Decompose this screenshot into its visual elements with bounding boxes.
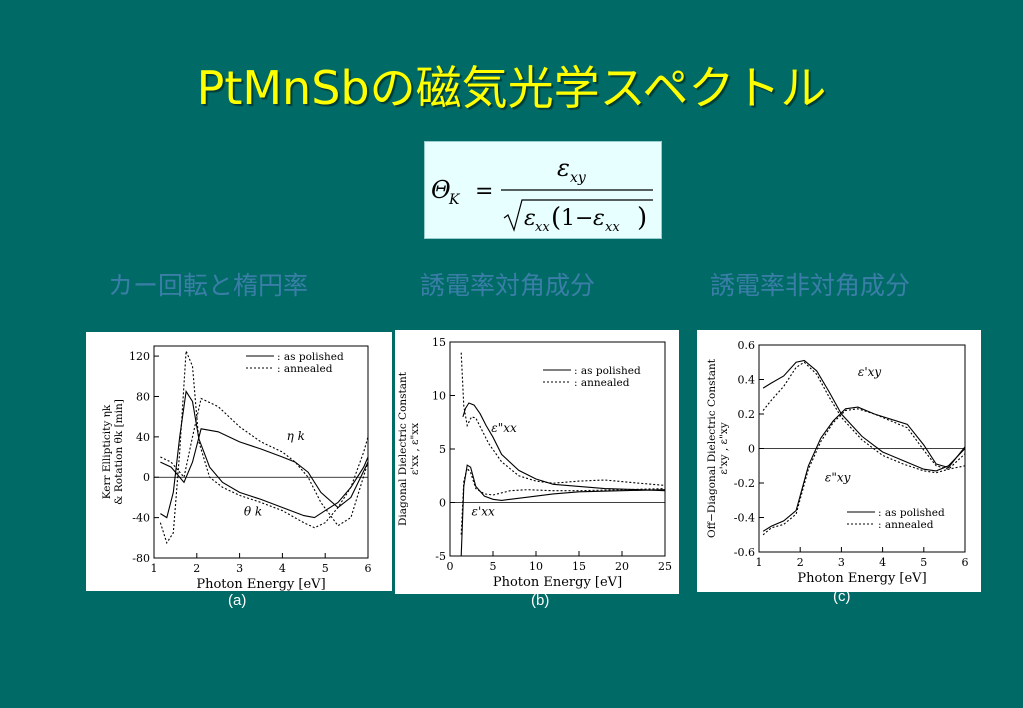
- subtitle-diagonal: 誘電率対角成分: [420, 271, 596, 300]
- formula-den-b-sub: xx: [605, 220, 620, 235]
- chart-panel-c: 1 2 3 4 5 6 0.6 0.4 0.2 0 -0.2 -0.4 -0.6 Photon Energ…: [697, 330, 981, 592]
- x-tick-label: 5: [920, 556, 927, 569]
- series-line: [160, 428, 369, 509]
- curve-annotation: ε"xy: [825, 470, 851, 484]
- y-tick-label: -40: [132, 512, 150, 525]
- legend-label: : annealed: [574, 377, 630, 389]
- chart-panel-a: 1 2 3 4 5 6 120 80 40 0 -40 -80 Photon Energy [eV] Ke…: [86, 332, 392, 591]
- x-tick-label: 20: [615, 560, 629, 573]
- y-tick-label: -5: [435, 550, 446, 563]
- y-tick-label: -80: [132, 552, 150, 565]
- kerr-formula: Θ K = ε xy ε xx ( 1 − ε xx ): [424, 141, 662, 239]
- y-tick-label: -0.2: [734, 477, 755, 490]
- y-axis-label-line2: ε'xy , ε"xy: [718, 422, 730, 474]
- formula-den-a: ε: [524, 206, 536, 231]
- x-axis-label: Photon Energy [eV]: [797, 571, 926, 586]
- y-axis-label-line1: Diagonal Dielectric Constant: [397, 371, 409, 526]
- series-line: [159, 350, 369, 545]
- legend-label: : as polished: [277, 351, 344, 363]
- y-tick-label: 0: [439, 497, 446, 510]
- legend-label: : annealed: [878, 519, 934, 531]
- x-tick-label: 6: [365, 562, 372, 575]
- x-axis-label: Photon Energy [eV]: [196, 577, 325, 591]
- formula-den-minus: −: [575, 206, 593, 231]
- subtitle-offdiagonal: 誘電率非対角成分: [710, 271, 911, 300]
- formula-den-b: ε: [593, 206, 605, 231]
- x-axis-label: Photon Energy [eV]: [493, 575, 622, 590]
- formula-svg: Θ K = ε xy ε xx ( 1 − ε xx ): [431, 154, 653, 235]
- x-tick-label: 1: [756, 556, 763, 569]
- formula-equals: =: [475, 179, 493, 204]
- series-line: [460, 464, 666, 557]
- x-tick-label: 25: [658, 560, 672, 573]
- panel-label-b: (b): [531, 592, 550, 609]
- panel-label-a: (a): [228, 592, 247, 609]
- y-tick-label: -0.4: [734, 512, 755, 525]
- y-axis-label-line2: ε'xx , ε"xx: [409, 423, 421, 475]
- x-tick-label: 15: [572, 560, 586, 573]
- legend-label: : annealed: [277, 363, 333, 375]
- x-tick-label: 3: [838, 556, 845, 569]
- x-tick-label: 0: [447, 560, 454, 573]
- chart-panel-b: 0 5 10 15 20 25 15 10 5 0 -5 Photon Energy [eV] Diag…: [395, 330, 679, 594]
- y-axis-label-line1: Kerr Ellipticity ηk: [101, 404, 113, 499]
- y-tick-label: 120: [129, 350, 150, 363]
- svg-text:): ): [637, 203, 647, 233]
- x-tick-label: 6: [962, 556, 969, 569]
- plot-frame: [153, 345, 369, 559]
- formula-den-a-sub: xx: [535, 220, 550, 235]
- svg-text:(: (: [551, 203, 561, 233]
- chart-offdiagonal: 1 2 3 4 5 6 0.6 0.4 0.2 0 -0.2 -0.4 -0.6 Photon Energ…: [706, 339, 969, 586]
- slide-title: PtMnSbの磁気光学スペクトル: [196, 61, 827, 115]
- y-tick-label: 0.6: [738, 339, 756, 352]
- curve-annotation: η k: [287, 429, 305, 443]
- chart-kerr: 1 2 3 4 5 6 120 80 40 0 -40 -80 Photon Energy [eV] Ke…: [101, 345, 372, 591]
- y-tick-label: 0: [748, 443, 755, 456]
- curve-annotation: ε'xx: [472, 504, 496, 518]
- series-line: [460, 467, 666, 535]
- y-tick-label: -0.6: [734, 546, 755, 559]
- formula-numerator-sub: xy: [570, 170, 587, 186]
- curve-annotation: ε"xx: [491, 421, 517, 435]
- y-tick-label: 0.2: [738, 408, 756, 421]
- series-line: [762, 406, 966, 532]
- curve-annotation: ε'xy: [858, 365, 882, 379]
- y-axis-label-line1: Off−Diagonal Dielectric Constant: [706, 358, 718, 538]
- x-tick-label: 4: [279, 562, 286, 575]
- subtitle-kerr: カー回転と楕円率: [108, 271, 309, 300]
- legend-label: : as polished: [574, 365, 641, 377]
- y-tick-label: 40: [136, 431, 150, 444]
- series-line: [762, 359, 966, 472]
- x-tick-label: 3: [236, 562, 243, 575]
- x-tick-label: 2: [797, 556, 804, 569]
- y-tick-label: 5: [439, 443, 446, 456]
- panel-label-c: (c): [833, 588, 851, 605]
- y-tick-label: 0.4: [738, 374, 756, 387]
- x-tick-label: 5: [490, 560, 497, 573]
- x-tick-label: 5: [322, 562, 329, 575]
- series-line: [462, 402, 666, 492]
- x-tick-label: 1: [151, 562, 158, 575]
- formula-lhs-sub: K: [448, 192, 461, 208]
- series-line: [160, 389, 369, 519]
- y-axis-label-line2: & Rotation θk [min]: [113, 399, 125, 505]
- formula-den-one: 1: [561, 206, 575, 231]
- series-line: [160, 397, 369, 527]
- formula-lhs: Θ: [431, 176, 451, 204]
- sqrt-sign: [503, 199, 653, 232]
- y-tick-label: 15: [432, 336, 446, 349]
- x-tick-label: 10: [529, 560, 543, 573]
- x-tick-label: 4: [879, 556, 886, 569]
- series-line: [460, 352, 666, 486]
- y-tick-label: 0: [143, 471, 150, 484]
- formula-numerator: ε: [557, 154, 570, 182]
- y-tick-label: 10: [432, 390, 446, 403]
- y-tick-label: 80: [136, 390, 150, 403]
- curve-annotation: θ k: [244, 505, 262, 519]
- legend-label: : as polished: [878, 507, 945, 519]
- x-tick-label: 2: [193, 562, 200, 575]
